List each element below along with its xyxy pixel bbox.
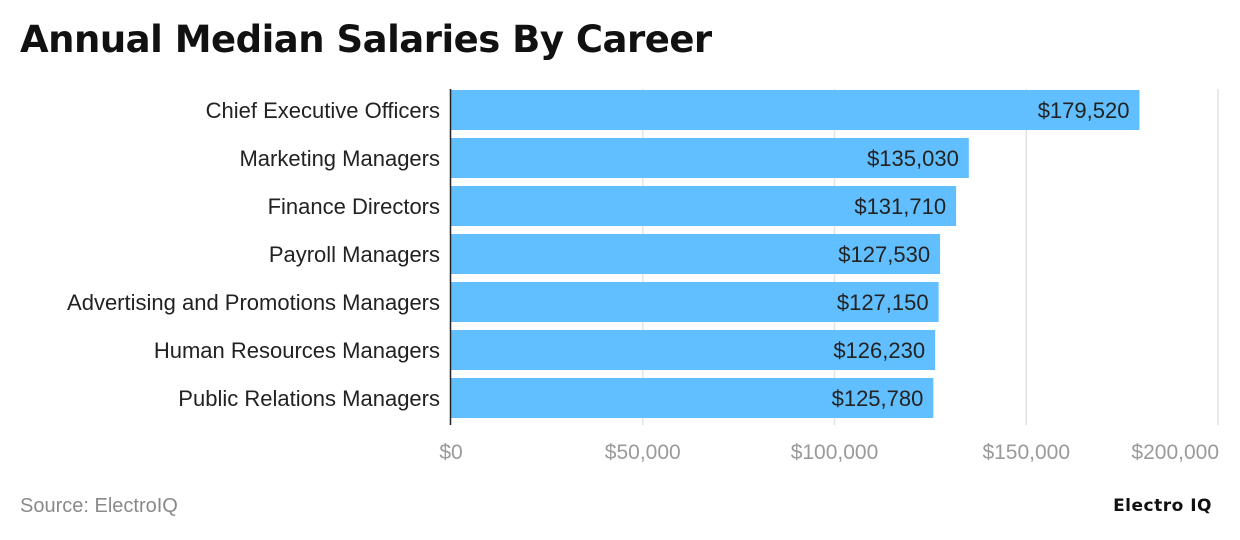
bar: [451, 90, 1140, 130]
value-label: $126,230: [833, 338, 925, 363]
category-label: Payroll Managers: [269, 242, 440, 267]
category-label: Marketing Managers: [239, 146, 440, 171]
x-tick-label: $100,000: [791, 441, 879, 464]
bar: [451, 282, 939, 322]
value-label: $179,520: [1038, 98, 1130, 123]
value-label: $127,150: [837, 290, 929, 315]
value-label: $127,530: [838, 242, 930, 267]
value-label: $131,710: [854, 194, 946, 219]
category-label: Public Relations Managers: [178, 386, 440, 411]
bar: [451, 234, 941, 274]
x-tick-label: $0: [439, 441, 462, 464]
category-labels: Chief Executive Officers Marketing Manage…: [67, 98, 440, 411]
bar: [451, 186, 957, 226]
category-label: Chief Executive Officers: [206, 98, 440, 123]
bars: [451, 90, 1140, 418]
x-tick-label: $150,000: [982, 441, 1070, 464]
value-label: $135,030: [867, 146, 959, 171]
value-label: $125,780: [832, 386, 924, 411]
category-label: Finance Directors: [268, 194, 440, 219]
bar: [451, 138, 969, 178]
bar: [451, 330, 936, 370]
x-axis-ticks: $0 $50,000 $100,000 $150,000 $200,000: [439, 441, 1219, 464]
category-label: Advertising and Promotions Managers: [67, 290, 440, 315]
bar: [451, 378, 934, 418]
x-tick-label: $200,000: [1131, 441, 1219, 464]
value-labels: $179,520 $135,030 $131,710 $127,530 $127,150…: [832, 98, 1130, 411]
chart-title: Annual Median Salaries By Career: [20, 18, 712, 61]
x-tick-label: $50,000: [605, 441, 681, 464]
source-note: Source: ElectroIQ: [20, 495, 178, 517]
brand-logo: Electro IQ: [1113, 496, 1212, 516]
category-label: Human Resources Managers: [154, 338, 440, 363]
